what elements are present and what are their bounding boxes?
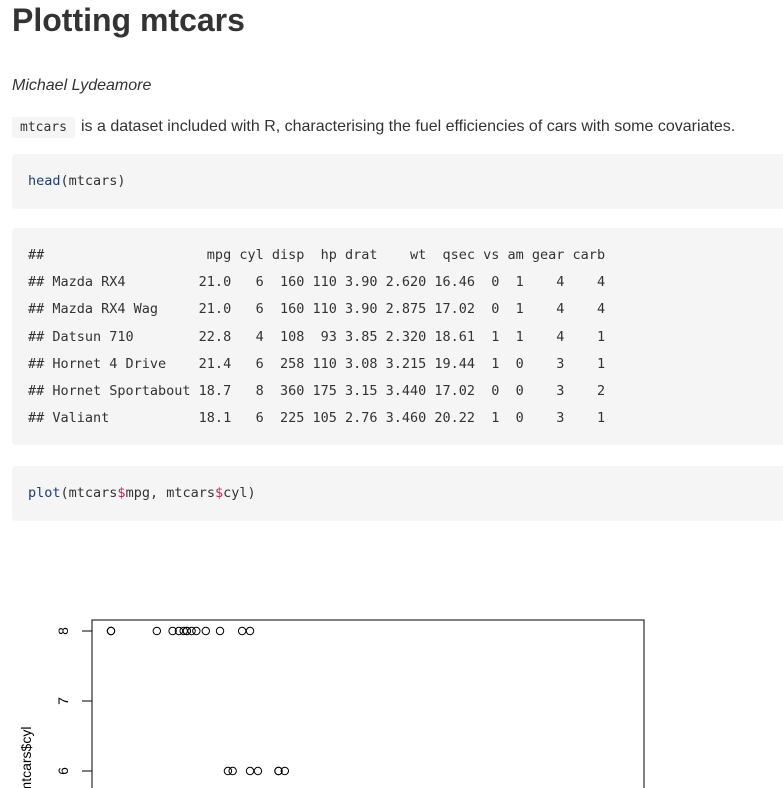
output-line: ## Hornet 4 Drive 21.4 6 258 110 3.08 3.… — [28, 355, 606, 372]
data-point — [192, 626, 201, 636]
data-point — [253, 766, 263, 776]
y-axis-label: mtcars$cyl — [18, 727, 34, 788]
output-line: ## Mazda RX4 Wag 21.0 6 160 110 3.90 2.8… — [28, 301, 606, 318]
output-line: ## Hornet Sportabout 18.7 8 360 175 3.15… — [28, 382, 606, 399]
intro-text: is a dataset included with R, characteri… — [80, 118, 736, 135]
data-point — [182, 626, 192, 636]
output-line: ## Datsun 710 22.8 4 108 93 3.85 2.320 1… — [28, 328, 606, 345]
data-point — [237, 626, 247, 636]
y-tick-label: 8 — [55, 627, 71, 635]
data-point — [106, 626, 116, 636]
scatter-plot: 6 7 8 mtcars$cyl — [0, 560, 783, 788]
output-line: ## Mazda RX4 21.0 6 160 110 3.90 2.620 1… — [28, 274, 606, 291]
plot-points — [106, 626, 289, 776]
y-axis: 6 7 8 — [55, 627, 92, 775]
data-point — [187, 626, 196, 636]
code-arg-2: mpg, mtcars — [125, 485, 215, 501]
author-name: Michael Lydeamore — [12, 77, 152, 94]
data-point — [168, 626, 177, 636]
code-fn-head: head — [28, 173, 61, 189]
data-point — [228, 766, 237, 776]
page-title: Plotting mtcars — [12, 2, 245, 38]
data-point — [245, 766, 255, 776]
data-point — [179, 626, 188, 636]
code-op-1: $ — [117, 485, 126, 501]
code-args-head: (mtcars) — [60, 173, 126, 189]
data-point — [274, 766, 283, 776]
code-arg-3: cyl) — [223, 485, 256, 501]
data-point — [215, 626, 225, 636]
data-point — [223, 766, 233, 776]
scatter-plot-svg: 6 7 8 mtcars$cyl — [18, 619, 645, 788]
output-line: ## mpg cyl disp hp drat wt qsec vs am ge… — [28, 247, 606, 263]
code-block-plot: plot(mtcars$mpg, mtcars$cyl) — [12, 466, 783, 521]
data-point — [245, 626, 255, 636]
y-tick-label: 7 — [55, 697, 71, 705]
code-fn-plot: plot — [28, 485, 61, 501]
code-arg-1: (mtcars — [60, 485, 118, 501]
inline-code-mtcars: mtcars — [12, 117, 75, 138]
data-point — [201, 626, 211, 636]
code-block-head: head(mtcars) — [12, 154, 783, 209]
output-block-head: ## mpg cyl disp hp drat wt qsec vs am ge… — [12, 228, 783, 445]
code-op-2: $ — [214, 485, 224, 501]
data-point — [280, 766, 289, 776]
y-tick-label: 6 — [55, 767, 71, 775]
data-point — [152, 626, 162, 636]
plot-frame — [91, 619, 645, 788]
intro-paragraph: mtcars is a dataset included with R, char… — [12, 116, 735, 139]
output-line: ## Valiant 18.1 6 225 105 2.76 3.460 20.… — [28, 410, 606, 427]
